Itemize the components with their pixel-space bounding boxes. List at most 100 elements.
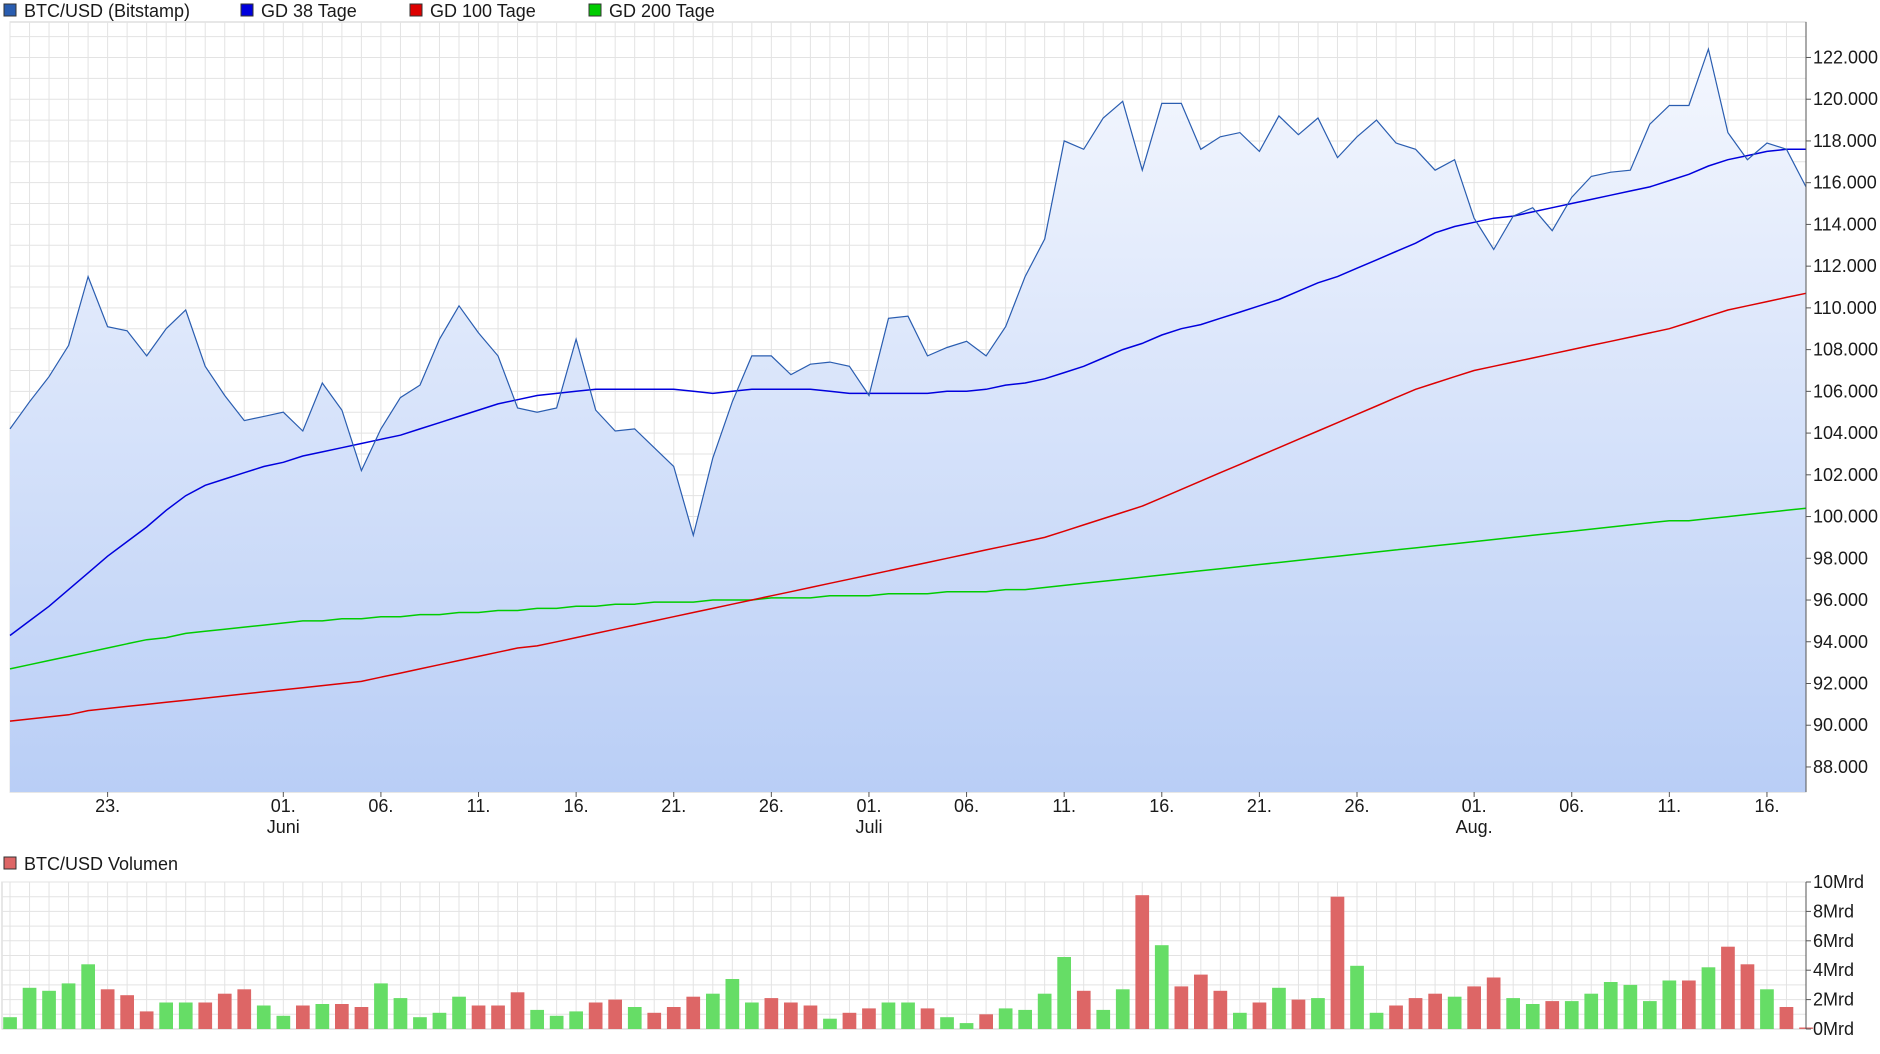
volume-bar [1018, 1009, 1032, 1029]
volume-bar [1154, 945, 1169, 1029]
volume-bar [1584, 993, 1599, 1029]
volume-bar [471, 1005, 486, 1029]
volume-bar [198, 1002, 213, 1029]
volume-bar [217, 993, 232, 1029]
legend-swatch [3, 3, 17, 17]
price-y-tick-label: 96.000 [1813, 590, 1868, 610]
volume-bar [1467, 986, 1481, 1029]
price-y-tick-label: 118.000 [1813, 131, 1877, 151]
x-tick-label: 16. [1149, 796, 1174, 816]
volume-bar [1682, 980, 1696, 1029]
volume-bar [901, 1002, 915, 1029]
axes-layer: 88.000 90.000 92.000 94.000 96.000 98.000 100.… [95, 22, 1878, 1039]
volume-bar [413, 1017, 427, 1029]
x-tick-label: 06. [1559, 796, 1584, 816]
volume-bar [1233, 1012, 1247, 1029]
price-y-tick-label: 114.000 [1813, 214, 1877, 234]
volume-bar [1662, 980, 1677, 1029]
gd-200-line [9, 507, 1807, 670]
x-tick-label: 01. [1462, 796, 1487, 816]
volume-bar [1213, 990, 1228, 1029]
volume-bar [686, 996, 701, 1029]
volume-bar [530, 1009, 544, 1029]
volume-y-tick-label: 2Mrd [1813, 990, 1854, 1010]
volume-bar [1076, 990, 1091, 1029]
volume-bar [862, 1008, 876, 1029]
volume-bar [1408, 998, 1423, 1029]
volume-bar [374, 983, 388, 1029]
legend-swatch [240, 3, 254, 17]
volume-bar [1291, 999, 1306, 1029]
price-y-tick-label: 104.000 [1813, 423, 1878, 443]
volume-bar [725, 979, 740, 1029]
price-y-tick-label: 112.000 [1813, 256, 1877, 276]
legend-label: GD 100 Tage [430, 1, 536, 21]
price-y-tick-label: 116.000 [1813, 173, 1877, 193]
volume-bar [959, 1023, 974, 1029]
volume-bar [627, 1007, 642, 1029]
volume-bar [1330, 896, 1345, 1029]
volume-bar [100, 989, 115, 1029]
volume-bar [276, 1015, 291, 1029]
volume-bar [588, 1002, 603, 1029]
volume-y-tick-label: 6Mrd [1813, 931, 1854, 951]
volume-bar [1623, 984, 1638, 1029]
volume-bar [1779, 1007, 1794, 1029]
volume-bar [237, 989, 252, 1029]
price-y-tick-label: 92.000 [1813, 673, 1868, 693]
x-tick-label: 21. [661, 796, 686, 816]
x-tick-month-label: Juni [267, 817, 300, 837]
volume-bar [1389, 1005, 1403, 1029]
volume-bar [510, 992, 525, 1030]
x-tick-label: 06. [368, 796, 393, 816]
price-y-tick-label: 108.000 [1813, 340, 1878, 360]
price-y-tick-label: 88.000 [1813, 757, 1868, 777]
volume-bar [784, 1002, 798, 1029]
price-y-tick-label: 122.000 [1813, 47, 1878, 67]
volume-bar [1252, 1002, 1267, 1029]
volume-bar [335, 1004, 349, 1029]
x-tick-label: 26. [1344, 796, 1369, 816]
volume-bar [1096, 1009, 1111, 1029]
price-y-tick-label: 102.000 [1813, 465, 1878, 485]
gd-38-line [9, 148, 1806, 637]
volume-bar [979, 1014, 993, 1029]
volume-bar [1057, 957, 1071, 1029]
area-layer [10, 49, 1806, 793]
price-y-tick-label: 106.000 [1813, 381, 1878, 401]
volume-bar [940, 1017, 954, 1029]
volume-bar [491, 1005, 505, 1029]
volume-bar [159, 1002, 173, 1029]
legend-swatch [588, 3, 602, 17]
volume-bar [120, 995, 134, 1029]
volume-legend-label: BTC/USD Volumen [24, 854, 178, 874]
volume-bar [764, 998, 779, 1029]
volume-bar [706, 993, 720, 1029]
volume-bar [432, 1012, 447, 1029]
volume-bar [393, 998, 408, 1029]
x-tick-label: 11. [1658, 796, 1682, 816]
volume-bar [81, 964, 95, 1029]
volume-y-tick-label: 4Mrd [1813, 960, 1854, 980]
volume-bar [1272, 987, 1286, 1029]
volume-bar [549, 1015, 564, 1029]
price-y-tick-label: 110.000 [1813, 298, 1877, 318]
price-y-tick-label: 98.000 [1813, 548, 1868, 568]
legend-label: GD 200 Tage [609, 1, 715, 21]
x-tick-label: 01. [856, 796, 881, 816]
volume-bars-layer [3, 895, 1813, 1030]
volume-bar [666, 1007, 681, 1029]
volume-bar [1643, 1001, 1657, 1029]
volume-bar [823, 1018, 837, 1029]
volume-bar [1369, 1012, 1384, 1029]
volume-bar [1135, 895, 1150, 1029]
volume-bar [178, 1002, 193, 1029]
volume-bar [881, 1002, 896, 1029]
volume-bar [1525, 1004, 1540, 1029]
volume-bar [1506, 998, 1520, 1029]
volume-bar [1174, 986, 1189, 1029]
series-layer [9, 46, 1807, 722]
volume-bar [452, 996, 466, 1029]
volume-legend-swatch [3, 856, 17, 870]
x-tick-label: 06. [954, 796, 979, 816]
